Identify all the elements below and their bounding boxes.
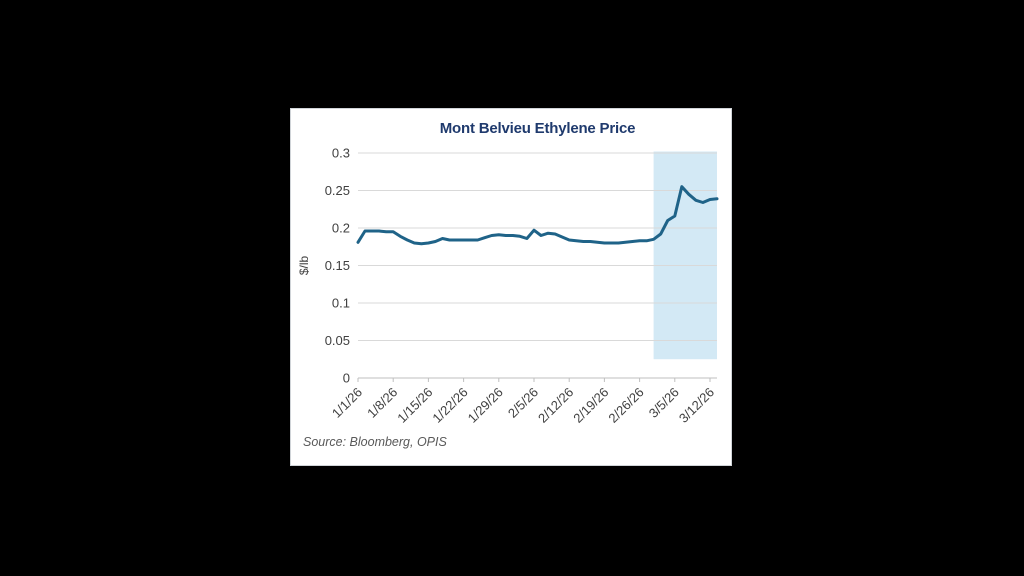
x-tick-label: 1/1/26 xyxy=(329,385,365,421)
x-tick-label: 1/22/26 xyxy=(429,385,470,426)
x-tick-label: 1/29/26 xyxy=(465,385,506,426)
chart-plot: 00.050.10.150.20.250.31/1/26 1/8/261/15/2… xyxy=(297,146,719,426)
x-tick-label: 1/15/26 xyxy=(394,385,435,426)
source-note: Source: Bloomberg, OPIS xyxy=(303,435,447,449)
y-tick-label: 0.1 xyxy=(332,296,350,311)
y-tick-label: 0.15 xyxy=(325,258,350,273)
x-tick-label: 2/19/26 xyxy=(570,385,611,426)
price-line xyxy=(356,185,719,246)
chart-title: Mont Belvieu Ethylene Price xyxy=(439,120,636,137)
y-tick-label: 0.3 xyxy=(332,146,350,161)
y-axis-title: $/lb xyxy=(297,256,311,276)
y-tick-label: 0.05 xyxy=(325,333,350,348)
chart-card: Mont Belvieu Ethylene Price 0 0.05 0.1 0.15… xyxy=(290,108,732,466)
x-tick-label: 2/12/26 xyxy=(535,385,576,426)
highlight-region xyxy=(653,151,717,360)
x-tick-label: 3/12/26 xyxy=(676,385,717,426)
y-tick-label: 0.2 xyxy=(332,221,350,236)
y-tick-label: 0.25 xyxy=(325,183,350,198)
x-tick-label: 2/26/26 xyxy=(605,385,646,426)
y-tick-label: 0 xyxy=(343,371,350,386)
